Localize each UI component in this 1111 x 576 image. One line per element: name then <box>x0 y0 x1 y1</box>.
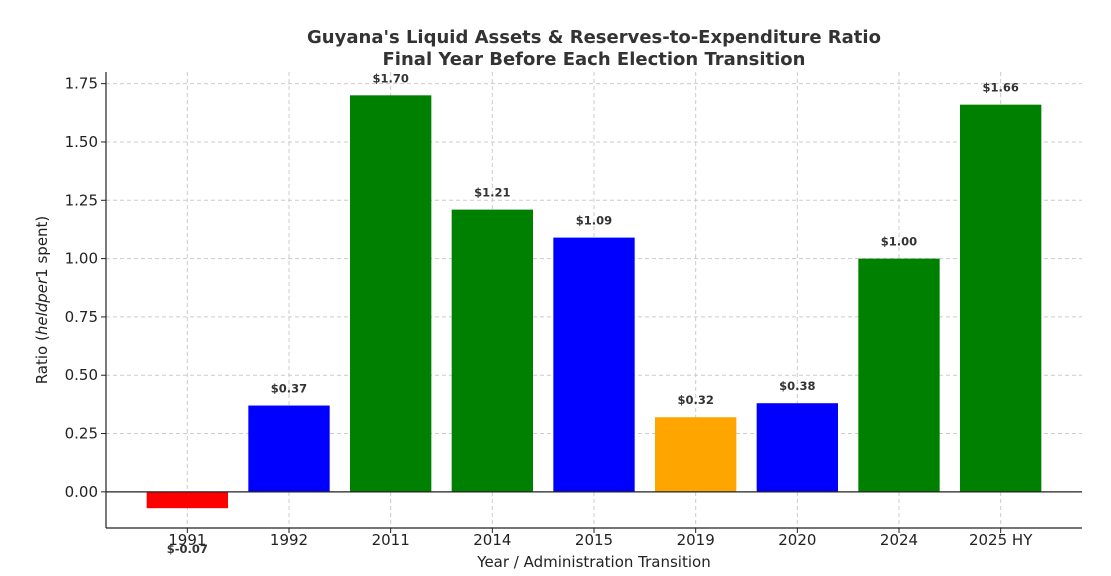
ticks-layer: 0.00 0.25 0.50 0.75 1.00 1.25 1.50 1.75 1991 1992… <box>65 75 1034 549</box>
bar-value-label: $1.66 <box>982 81 1018 95</box>
y-tick-label: 1.00 <box>65 250 98 268</box>
y-axis-label-suffix: 1 spent) <box>33 216 51 278</box>
x-axis-label: Year / Administration Transition <box>476 553 710 571</box>
y-tick-label: 0.75 <box>65 308 98 326</box>
bar <box>960 104 1042 492</box>
bar <box>146 491 228 509</box>
y-tick-label: 0.00 <box>65 483 98 501</box>
y-tick-label: 1.75 <box>65 75 98 93</box>
bar-value-label: $0.38 <box>779 379 815 393</box>
y-tick-label: 1.50 <box>65 133 98 151</box>
bar-value-label: $0.32 <box>677 393 713 407</box>
bar <box>655 417 737 492</box>
x-tick-label: 2015 <box>575 531 613 549</box>
x-tick-label: 1992 <box>270 531 308 549</box>
bar-value-label: $1.70 <box>372 71 408 85</box>
y-tick-label: 0.50 <box>65 366 98 384</box>
y-tick-label: 1.25 <box>65 191 98 209</box>
bar-value-label: $1.00 <box>881 235 917 249</box>
bar <box>553 237 635 492</box>
bar-value-label: $1.09 <box>576 214 612 228</box>
x-tick-label: 2020 <box>778 531 816 549</box>
x-tick-label: 1991 <box>168 531 206 549</box>
x-tick-label: 2014 <box>473 531 511 549</box>
y-axis-label: Ratio (heldper1 spent) <box>33 216 51 385</box>
bar <box>756 403 838 492</box>
bar-value-label: $-0.07 <box>167 542 208 556</box>
x-tick-label: 2019 <box>677 531 715 549</box>
bar <box>350 95 432 492</box>
x-tick-label: 2025 HY <box>969 531 1033 549</box>
bar <box>451 209 533 492</box>
labels-layer: $-0.07 $0.37 $1.70 $1.21 $1.09 $0.32 $0.38 $1.0… <box>167 71 1019 556</box>
bar <box>858 258 940 492</box>
bars-layer <box>146 95 1042 509</box>
bar-value-label: $0.37 <box>271 382 307 396</box>
x-tick-label: 2011 <box>372 531 410 549</box>
chart-title-line2: Final Year Before Each Election Transiti… <box>383 49 806 70</box>
y-tick-label: 0.25 <box>65 425 98 443</box>
chart-title-line1: Guyana's Liquid Assets & Reserves-to-Exp… <box>307 27 881 48</box>
y-axis-label-italic: heldper <box>33 277 51 335</box>
bar <box>248 405 330 492</box>
bar-value-label: $1.21 <box>474 186 510 200</box>
x-tick-label: 2024 <box>880 531 918 549</box>
y-axis-label-prefix: Ratio ( <box>33 335 51 384</box>
